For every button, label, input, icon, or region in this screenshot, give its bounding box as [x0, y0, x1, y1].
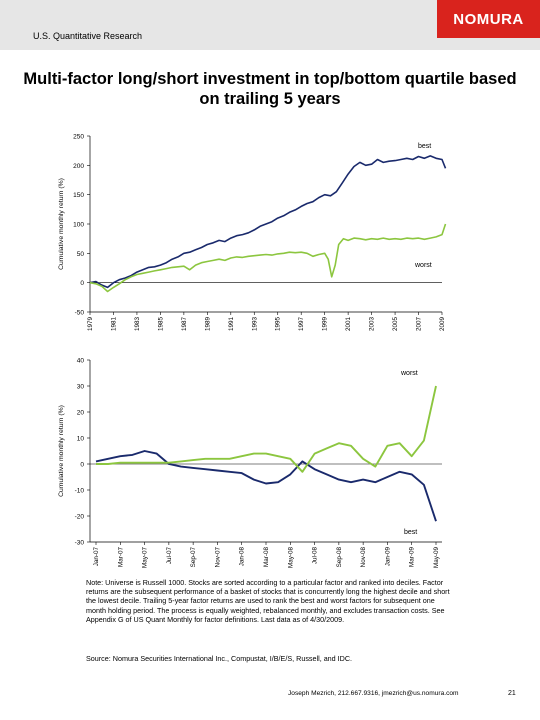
- x-tick-label: Sep-08: [336, 547, 343, 568]
- logo-text: NOMURA: [453, 11, 524, 28]
- x-tick-label: Jan-09: [384, 547, 391, 567]
- x-tick-label: 1983: [134, 317, 141, 332]
- x-tick-label: 1991: [228, 317, 235, 332]
- y-tick-label: 50: [77, 251, 85, 258]
- series-label-best: best: [404, 529, 417, 536]
- x-tick-label: 1993: [251, 317, 258, 332]
- x-tick-label: May-07: [142, 547, 149, 568]
- x-tick-label: Mar-09: [409, 547, 416, 567]
- x-tick-label: Jul-08: [312, 547, 319, 565]
- y-tick-label: 40: [77, 358, 85, 365]
- y-tick-label: 30: [77, 384, 85, 391]
- x-tick-label: 1995: [275, 317, 282, 332]
- page-title: Multi-factor long/short investment in to…: [23, 70, 517, 108]
- source-text: Source: Nomura Securities International …: [86, 654, 353, 663]
- y-tick-label: -10: [75, 488, 85, 495]
- y-tick-label: -20: [75, 514, 85, 521]
- series-line-worst: [96, 385, 437, 473]
- series-label-worst: worst: [414, 262, 432, 269]
- chart-recent: -30 -20 -10 0 10 20 30 40 Cumulative monthly ret…: [58, 358, 442, 568]
- x-tick-label: 2005: [392, 317, 399, 332]
- x-tick-label: 1987: [181, 317, 188, 332]
- x-tick-label: May-09: [433, 547, 440, 568]
- x-tick-label: 1979: [87, 317, 94, 332]
- series-label-best: best: [418, 143, 431, 150]
- x-tick-label: Nov-08: [360, 547, 367, 568]
- x-tick-label: Nov-07: [214, 547, 221, 568]
- x-tick-label: 1997: [298, 317, 305, 332]
- y-tick-label: 250: [73, 134, 84, 141]
- footer-contact: Joseph Mezrich, 212.667.9316, jmezrich@u…: [288, 690, 459, 697]
- x-tick-label: Jul-07: [166, 547, 173, 565]
- x-tick-label: May-08: [287, 547, 294, 568]
- y-tick-label: -50: [75, 310, 85, 317]
- x-tick-label: 2001: [345, 317, 352, 332]
- series-line-best: [89, 155, 447, 289]
- y-tick-label: 0: [80, 280, 84, 287]
- series-label-worst: worst: [400, 370, 418, 377]
- series-line-best: [95, 450, 437, 522]
- x-tick-label: Sep-07: [190, 547, 197, 568]
- y-tick-label: 0: [80, 462, 84, 469]
- x-tick-label: Jan-08: [239, 547, 246, 567]
- x-tick-label: Mar-07: [117, 547, 124, 567]
- x-tick-label: 1989: [204, 317, 211, 332]
- y-tick-label: 100: [73, 222, 84, 229]
- y-tick-label: 200: [73, 163, 84, 170]
- note-text: Note: Universe is Russell 1000. Stocks a…: [86, 578, 450, 624]
- y-tick-label: 20: [77, 410, 85, 417]
- series-line-worst: [89, 223, 447, 293]
- y-tick-label: 10: [77, 436, 85, 443]
- chart-long-term: -50 0 50 100 150 200 250 Cumulative monthly ret…: [58, 134, 447, 332]
- page-number: 21: [508, 690, 516, 697]
- x-tick-label: 2009: [439, 317, 446, 332]
- y-axis-label: Cumulative monthly return (%): [58, 178, 65, 270]
- x-tick-label: 1999: [322, 317, 329, 332]
- x-tick-label: 2007: [416, 317, 423, 332]
- header-label: U.S. Quantitative Research: [33, 31, 143, 41]
- x-tick-label: 1981: [110, 317, 117, 332]
- y-tick-label: 150: [73, 192, 84, 199]
- y-axis-label: Cumulative monthly return (%): [58, 405, 65, 497]
- y-tick-label: -30: [75, 540, 85, 547]
- nomura-logo: NOMURA: [437, 0, 540, 38]
- x-tick-label: Jan-07: [93, 547, 100, 567]
- x-tick-label: 2003: [369, 317, 376, 332]
- x-tick-label: Mar-08: [263, 547, 270, 567]
- x-tick-label: 1985: [157, 317, 164, 332]
